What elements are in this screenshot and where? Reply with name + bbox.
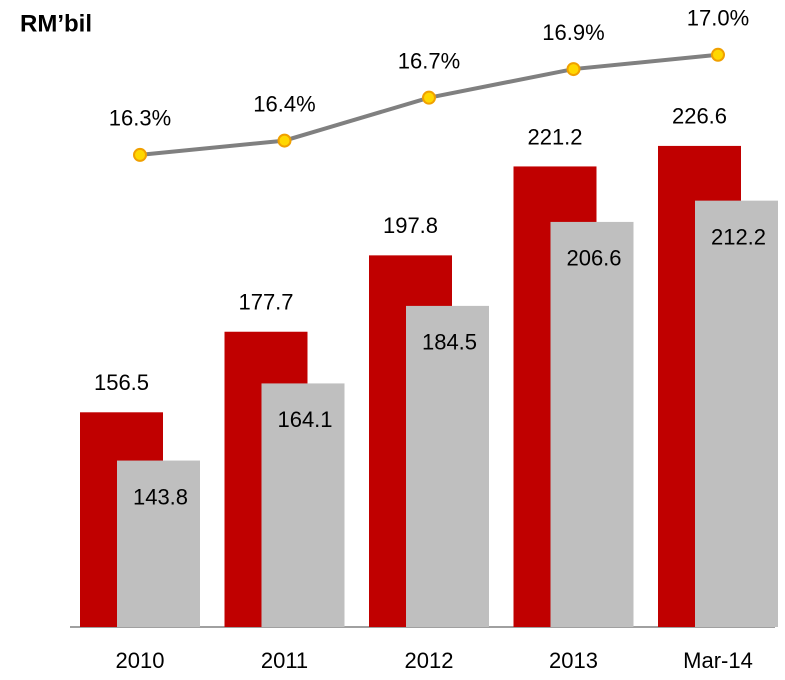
x-tick-label: Mar-14 <box>683 648 753 673</box>
bar <box>550 221 634 628</box>
data-label: 206.6 <box>566 246 621 271</box>
data-label: 16.4% <box>253 91 315 116</box>
bar <box>406 305 489 627</box>
data-label: 143.8 <box>133 484 188 509</box>
x-tick-label: 2010 <box>116 648 165 673</box>
data-label: 212.2 <box>711 224 766 249</box>
x-tick-label: 2012 <box>405 648 454 673</box>
line-marker <box>711 47 725 62</box>
data-label: 221.2 <box>527 124 582 149</box>
line-marker <box>422 90 436 105</box>
line-marker <box>277 133 292 148</box>
x-tick-label: 2011 <box>261 648 308 673</box>
line-marker <box>133 147 147 162</box>
data-label: 16.9% <box>542 20 604 45</box>
x-tick-label: 2013 <box>549 648 598 673</box>
data-label: 16.3% <box>109 106 171 131</box>
bar <box>261 383 345 627</box>
data-label: 17.0% <box>687 6 749 31</box>
data-label: 184.5 <box>422 330 477 355</box>
bar <box>117 460 200 627</box>
bar <box>695 200 778 627</box>
data-label: 164.1 <box>277 407 332 432</box>
data-label: 197.8 <box>383 213 438 238</box>
chart-title: RM’bil <box>20 10 92 37</box>
line-marker <box>566 62 581 77</box>
data-label: 226.6 <box>672 104 727 129</box>
data-label: 177.7 <box>238 290 293 315</box>
data-label: 156.5 <box>94 370 149 395</box>
data-label: 16.7% <box>398 48 460 73</box>
